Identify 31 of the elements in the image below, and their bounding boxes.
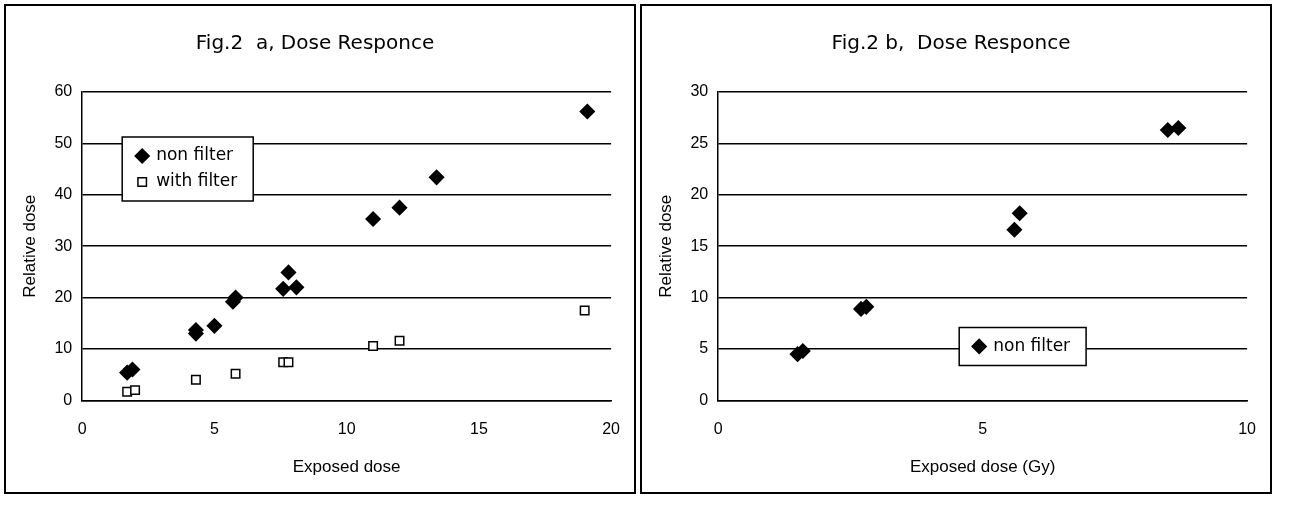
y-tick-label: 50 <box>54 133 73 151</box>
x-axis-title: Exposed dose <box>292 457 401 477</box>
y-tick-label: 40 <box>54 185 73 203</box>
x-tick-label: 5 <box>209 420 219 438</box>
y-tick-label: 60 <box>54 82 73 100</box>
legend-label: with filter <box>156 170 238 191</box>
y-tick-label: 30 <box>54 236 73 254</box>
legend-label: non filter <box>156 144 234 165</box>
chart-title: Fig.2 b, Dose Responce <box>831 30 1071 55</box>
x-axis-title: Exposed dose (Gy) <box>909 457 1056 477</box>
y-tick-label: 30 <box>690 82 709 100</box>
y-tick-label: 10 <box>54 339 73 357</box>
y-tick-label: 25 <box>690 133 709 151</box>
y-axis-title: Relative dose <box>19 194 39 298</box>
x-tick-label: 15 <box>469 420 488 438</box>
legend-label: non filter <box>993 334 1071 355</box>
x-tick-label: 0 <box>77 420 87 438</box>
y-tick-label: 20 <box>690 185 709 203</box>
y-axis-title: Relative dose <box>655 194 675 298</box>
y-tick-label: 10 <box>690 288 709 306</box>
x-tick-label: 0 <box>713 420 723 438</box>
y-tick-label: 0 <box>63 390 73 408</box>
y-tick-label: 5 <box>699 339 709 357</box>
y-tick-label: 20 <box>54 288 73 306</box>
x-tick-label: 5 <box>978 420 988 438</box>
x-tick-label: 20 <box>602 420 621 438</box>
x-tick-label: 10 <box>337 420 356 438</box>
y-tick-label: 15 <box>690 236 709 254</box>
x-tick-label: 10 <box>1238 420 1257 438</box>
y-tick-label: 0 <box>699 390 709 408</box>
chart-title: Fig.2 a, Dose Responce <box>195 30 435 55</box>
